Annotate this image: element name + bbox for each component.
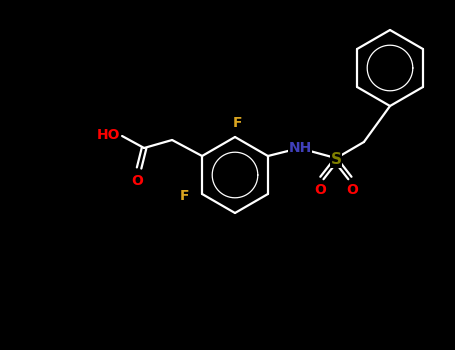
Text: O: O — [314, 183, 326, 197]
Text: NH: NH — [288, 141, 312, 155]
Text: F: F — [233, 116, 243, 130]
Text: HO: HO — [96, 128, 120, 142]
Text: O: O — [131, 174, 143, 188]
Text: O: O — [346, 183, 358, 197]
Text: S: S — [330, 153, 341, 168]
Text: F: F — [179, 189, 189, 203]
